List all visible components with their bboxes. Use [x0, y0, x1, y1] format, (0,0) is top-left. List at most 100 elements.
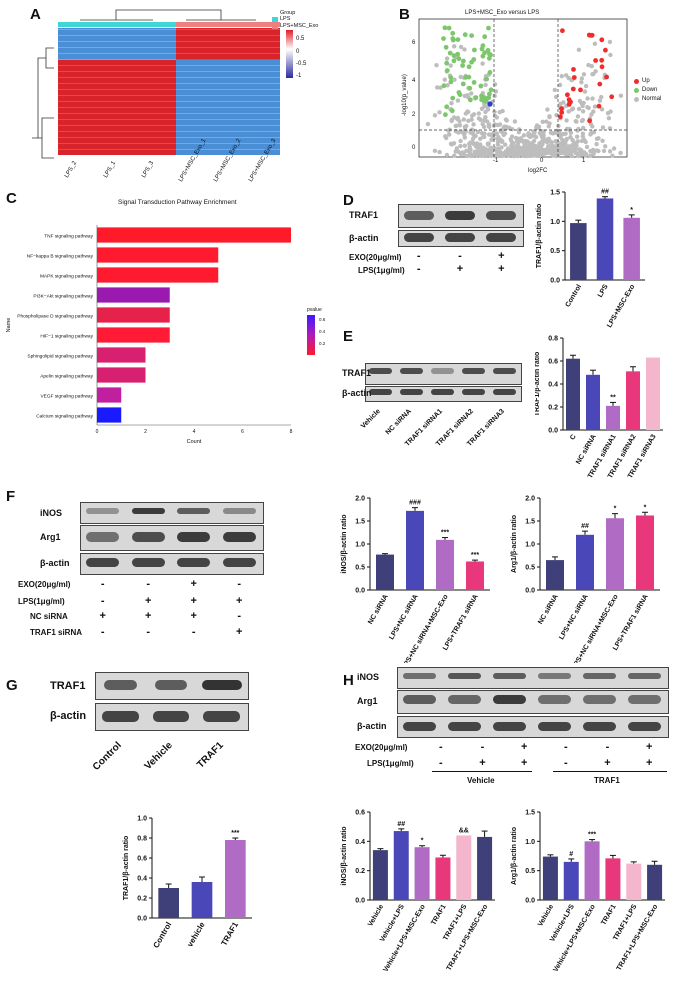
down-point: [478, 83, 484, 89]
blot-band: [448, 673, 481, 679]
normal-point: [449, 118, 454, 124]
down-point: [450, 30, 456, 36]
volcano-ytick: 6: [412, 40, 416, 46]
y-tick-label: 0.0: [525, 588, 535, 595]
normal-point: [486, 141, 491, 146]
normal-point: [608, 109, 613, 114]
normal-point: [590, 96, 595, 101]
normal-point: [521, 133, 527, 138]
blot-band: [222, 508, 256, 514]
blot-band: [403, 211, 434, 220]
normal-point: [545, 137, 551, 142]
blot-band: [493, 722, 526, 731]
blot-d-row-label: β-actin: [349, 233, 379, 243]
panel-label-h: H: [343, 672, 354, 689]
pathway-label: Apelin signaling pathway: [40, 373, 93, 379]
x-axis-label: Count: [187, 439, 202, 445]
down-point: [451, 53, 457, 58]
normal-point: [575, 134, 580, 139]
volcano-legend-up-dot: [634, 79, 639, 84]
pathway-label: MAPK signaling pathway: [40, 273, 94, 279]
volcano-xtick: 1: [582, 158, 586, 164]
condition-mark: +: [479, 757, 486, 769]
normal-point: [576, 153, 582, 158]
normal-point: [491, 136, 496, 141]
normal-point: [425, 121, 431, 127]
blot-band: [177, 558, 211, 567]
bar: [606, 518, 624, 590]
blot-band: [493, 368, 516, 374]
normal-point: [564, 73, 569, 78]
down-point: [488, 87, 494, 93]
bar: [97, 287, 170, 303]
normal-point: [584, 144, 590, 150]
normal-point: [512, 152, 518, 158]
normal-point: [507, 152, 512, 157]
up-point: [571, 75, 577, 80]
lane-label: TRAF1 siRNA3: [465, 408, 506, 448]
top-dendrogram: [80, 9, 256, 21]
pathway-label: Calcium signaling pathway: [36, 413, 93, 419]
blot-band: [403, 233, 434, 242]
y-tick-label: 1.5: [525, 810, 535, 817]
up-point: [599, 57, 605, 63]
blot-g-row-label: β-actin: [50, 710, 87, 722]
category-label: Control: [151, 921, 173, 950]
chart-h-inos: 0.0 0.2 0.4 0.6 iNOS/β-actin ratio Vehicle ## V…: [341, 810, 495, 973]
normal-point: [583, 83, 589, 89]
normal-point: [518, 136, 524, 141]
condition-mark: +: [645, 757, 653, 769]
normal-point: [494, 147, 499, 152]
heatmap-legend-swatch-exo: [272, 24, 278, 29]
significance-mark: **: [610, 394, 616, 401]
panel-label-f: F: [6, 488, 16, 505]
blot-d-row-label: TRAF1: [349, 210, 378, 220]
bar: [566, 358, 580, 430]
up-point: [565, 92, 570, 98]
category-label: TRAF1: [219, 920, 240, 947]
legend-tick: 0.4: [319, 329, 326, 334]
blot-band: [583, 722, 616, 731]
up-point: [609, 94, 615, 100]
pathway-label: TNF signaling pathway: [44, 233, 93, 239]
blot-e-row-label: TRAF1: [342, 368, 371, 378]
normal-point: [526, 142, 531, 147]
legend-title: pvalue: [307, 307, 322, 313]
down-point: [449, 108, 455, 114]
normal-point: [445, 83, 450, 88]
bar: [456, 835, 472, 900]
normal-point: [478, 136, 483, 141]
group-bar-lps: [58, 22, 176, 27]
down-point: [447, 50, 453, 56]
y-tick-label: 0.4: [137, 876, 147, 883]
blot-band: [431, 389, 454, 395]
y-tick-label: 1.5: [355, 519, 365, 526]
blot-band: [628, 722, 661, 731]
normal-point: [444, 135, 449, 141]
blot-band: [177, 508, 211, 514]
normal-point: [462, 47, 467, 52]
normal-point: [483, 82, 488, 88]
blot-h-actin-strip: [397, 716, 669, 738]
bar: [596, 198, 614, 280]
blot-band: [86, 558, 120, 567]
down-point: [471, 80, 477, 85]
normal-point: [591, 151, 596, 156]
y-tick-label: 1.0: [525, 542, 535, 549]
chart-g: 0.0 0.2 0.4 0.6 0.8 1.0 TRAF1/β-actin ratio Con…: [123, 816, 252, 950]
panel-label-a: A: [30, 6, 41, 23]
normal-point: [541, 129, 546, 134]
heatmap-block-lps-bottom: [58, 60, 176, 155]
normal-point: [607, 39, 613, 45]
normal-point: [618, 150, 623, 156]
normal-point: [537, 141, 542, 146]
normal-point: [470, 136, 476, 141]
normal-point: [586, 62, 591, 68]
blot-d-cond-label: EXO(20μg/ml): [349, 253, 402, 262]
bar: [626, 863, 642, 900]
normal-point: [482, 131, 487, 136]
category-label: NC siRNA: [575, 434, 598, 466]
normal-point: [579, 76, 584, 81]
heatmap-legend-exo: LPS+MSC_Exo: [280, 23, 319, 29]
blot-band: [86, 508, 120, 514]
